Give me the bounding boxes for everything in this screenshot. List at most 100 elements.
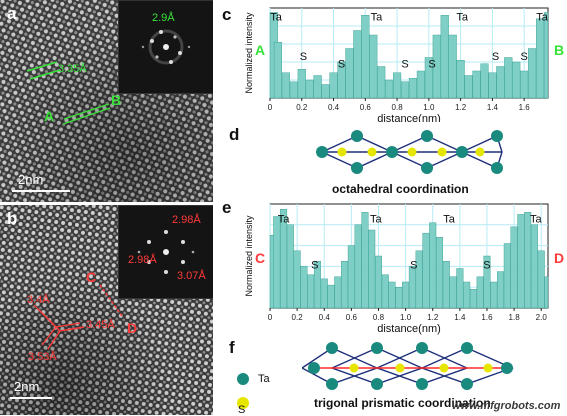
intensity-bar [327, 284, 335, 309]
scalebar-label-a: 2nm [18, 172, 44, 187]
panel-label-c: c [222, 5, 232, 24]
s-legend-label: S [238, 404, 246, 416]
fft-spacing-label-b-2: 2.98Å [128, 254, 157, 266]
intensity-bar [408, 77, 418, 99]
intensity-bar [524, 212, 532, 309]
fft-inset-a [118, 0, 213, 94]
lattice-spacing-label-b-1: 3.4Å [27, 294, 50, 306]
chart-e-end-left: C [255, 250, 266, 266]
lattice-spacing-label-b-3: 3.53Å [28, 351, 57, 363]
x-tick-label: 0.8 [373, 313, 385, 322]
panel-label-b: b [7, 209, 18, 228]
intensity-bar [368, 229, 376, 309]
intensity-bar [293, 250, 301, 309]
intensity-bar [320, 278, 328, 309]
intensity-bar [449, 276, 457, 309]
peak-annotation: S [483, 259, 490, 271]
intensity-bar [374, 255, 382, 309]
annotation-overlay-b [33, 284, 123, 350]
x-tick-label: 1.2 [455, 103, 467, 112]
chart-c: 0 0.2 0.4 0.6 0.8 1.0 1.2 1.4 1.6 distance(nm) Nor… [240, 2, 552, 122]
intensity-bar [429, 222, 437, 309]
x-tick-label: 1.4 [454, 313, 466, 322]
x-axis-label: distance(nm) [377, 323, 441, 335]
peak-annotation: Ta [530, 214, 543, 226]
peak-annotation: Ta [270, 12, 283, 24]
intensity-bar [488, 72, 497, 99]
fft-spacing-label-b-1: 2.98Å [172, 214, 201, 226]
intensity-bar [528, 48, 537, 99]
chart-c-end-right: B [554, 42, 565, 58]
intensity-bar [377, 66, 386, 99]
intensity-bar [503, 243, 511, 309]
intensity-bar [354, 224, 362, 309]
octahedral-caption: octahedral coordination [332, 182, 469, 196]
annotation-overlay-a [26, 61, 111, 125]
intensity-bar [297, 68, 306, 99]
intensity-bar [400, 81, 410, 99]
intensity-bar [388, 281, 396, 309]
intensity-bar [472, 70, 481, 99]
peak-annotation: Ta [443, 214, 456, 226]
intensity-bar [300, 266, 308, 309]
scalebar-a [12, 190, 70, 192]
intensity-bar [361, 212, 369, 309]
x-tick-label: 1.0 [423, 103, 435, 112]
intensity-bar [395, 286, 403, 309]
intensity-bar [512, 61, 521, 99]
intensity-bar [329, 72, 338, 99]
ta-legend-label: Ta [258, 373, 270, 385]
intensity-bar [464, 75, 473, 99]
chart-e: 0 0.2 0.4 0.6 0.8 1.0 1.2 1.4 1.6 1.8 2.0 distance(… [240, 200, 552, 335]
fft-spacing-label-a: 2.9Å [152, 12, 175, 24]
intensity-bar [497, 271, 505, 309]
trigonal-prismatic-structure-diagram [302, 342, 514, 390]
s-atom-legend-icon [237, 397, 249, 409]
intensity-bar [535, 18, 545, 99]
panel-label-a: a [7, 4, 17, 23]
x-tick-label: 1.2 [427, 313, 439, 322]
intensity-bar [385, 79, 394, 99]
chart-e-svg: 0 0.2 0.4 0.6 0.8 1.0 1.2 1.4 1.6 1.8 2.0 distance(… [244, 203, 549, 335]
x-tick-label: 0.4 [319, 313, 331, 322]
intensity-bar [432, 34, 441, 99]
intensity-bar [273, 216, 281, 309]
intensity-bar [520, 70, 529, 99]
point-c-label: C [86, 269, 97, 285]
intensity-bar [313, 75, 322, 99]
intensity-bar [393, 72, 402, 99]
panel-label-f: f [229, 338, 235, 357]
point-b-label: B [111, 92, 122, 108]
intensity-bar [422, 232, 430, 309]
panel-label-e: e [222, 198, 232, 217]
intensity-bar [345, 48, 354, 99]
watermark: www.mfgrobots.com [452, 400, 561, 412]
intensity-bar [353, 30, 362, 99]
intensity-bar [442, 261, 450, 309]
intensity-bar [361, 14, 370, 99]
x-tick-label: 1.0 [400, 313, 412, 322]
peak-annotation: Ta [278, 214, 291, 226]
x-axis-label: distance(nm) [377, 113, 441, 122]
intensity-bar [517, 214, 525, 309]
chart-c-svg: 0 0.2 0.4 0.6 0.8 1.0 1.2 1.4 1.6 distance(nm) Nor… [244, 7, 549, 122]
panel-label-d: d [229, 125, 240, 144]
intensity-bar [334, 276, 342, 309]
peak-annotation: S [410, 259, 417, 271]
intensity-bar [402, 281, 410, 309]
hrtem-image-b: b 2.98Å 2.98Å 3.07Å C D 3.4Å 3.45Å 3.53Å… [0, 205, 213, 415]
intensity-bar [341, 261, 349, 309]
intensity-bar [347, 245, 355, 309]
peak-annotation: S [428, 58, 435, 70]
chart-c-end-left: A [255, 42, 266, 58]
x-tick-label: 0.4 [328, 103, 340, 112]
hrtem-image-a: a 2.9Å 3.35Å A B 2nm [0, 0, 213, 202]
x-tick-label: 1.4 [487, 103, 499, 112]
peak-annotation: S [300, 51, 307, 63]
intensity-bar [448, 34, 457, 99]
x-tick-label: 1.6 [481, 313, 493, 322]
scalebar-b [10, 397, 52, 399]
intensity-bar [456, 268, 464, 309]
x-tick-label: 0.6 [346, 313, 358, 322]
trigonal-prismatic-caption: trigonal prismatic coordination [314, 396, 491, 410]
